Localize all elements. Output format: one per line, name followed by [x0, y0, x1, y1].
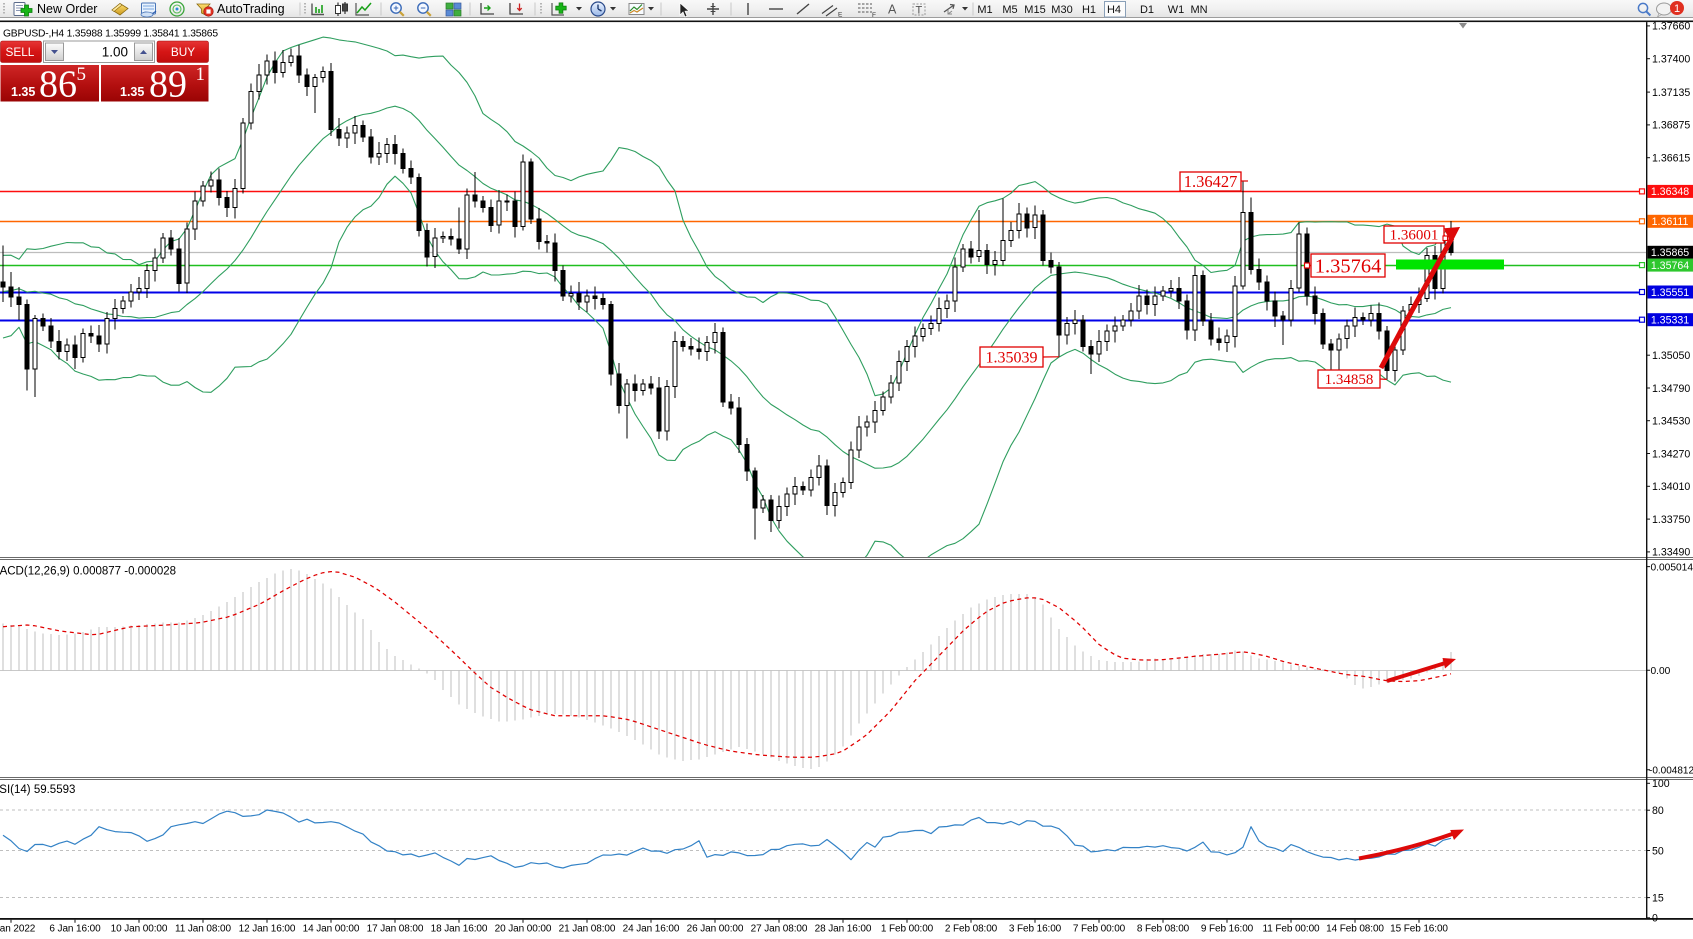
- svg-text:5: 5: [77, 64, 87, 85]
- svg-text:1.34270: 1.34270: [1652, 448, 1690, 460]
- svg-text:1.36875: 1.36875: [1652, 120, 1690, 132]
- svg-text:1.36615: 1.36615: [1652, 153, 1690, 165]
- svg-text:10 Jan 00:00: 10 Jan 00:00: [111, 924, 168, 935]
- svg-text:T: T: [916, 5, 923, 17]
- svg-text:1.36111: 1.36111: [1652, 216, 1689, 228]
- svg-text:1.35039: 1.35039: [986, 349, 1038, 366]
- svg-text:15 Feb 16:00: 15 Feb 16:00: [1390, 924, 1448, 935]
- svg-text:20 Jan 00:00: 20 Jan 00:00: [495, 924, 552, 935]
- svg-text:MN: MN: [1190, 4, 1207, 16]
- svg-text:17 Jan 08:00: 17 Jan 08:00: [367, 924, 424, 935]
- svg-text:27 Jan 08:00: 27 Jan 08:00: [751, 924, 808, 935]
- svg-text:1.37135: 1.37135: [1652, 87, 1690, 99]
- svg-text:14 Jan 00:00: 14 Jan 00:00: [303, 924, 360, 935]
- svg-text:0.005014: 0.005014: [1651, 562, 1693, 573]
- svg-text:1.33750: 1.33750: [1652, 514, 1690, 526]
- svg-text:1: 1: [1674, 3, 1680, 15]
- svg-text:26 Jan 00:00: 26 Jan 00:00: [687, 924, 744, 935]
- svg-text:28 Jan 16:00: 28 Jan 16:00: [815, 924, 872, 935]
- svg-text:11 Feb 00:00: 11 Feb 00:00: [1263, 924, 1321, 935]
- svg-text:1.34858: 1.34858: [1325, 372, 1374, 388]
- svg-text:1.36427: 1.36427: [1184, 172, 1238, 191]
- svg-text:89: 89: [149, 64, 187, 106]
- svg-text:1.00: 1.00: [102, 45, 128, 60]
- svg-text:BUY: BUY: [171, 45, 195, 59]
- svg-text:1.35764: 1.35764: [1315, 256, 1382, 278]
- svg-text:15: 15: [1652, 892, 1664, 904]
- svg-text:50: 50: [1652, 845, 1664, 857]
- svg-text:1.36001: 1.36001: [1390, 228, 1439, 244]
- svg-text:1.37400: 1.37400: [1652, 54, 1690, 66]
- svg-text:1.35764: 1.35764: [1651, 260, 1689, 272]
- svg-text:New Order: New Order: [37, 2, 97, 16]
- svg-text:1: 1: [196, 64, 206, 85]
- svg-text:1.36348: 1.36348: [1651, 186, 1689, 198]
- svg-text:1.33490: 1.33490: [1652, 547, 1690, 559]
- svg-text:1.34790: 1.34790: [1652, 383, 1690, 395]
- svg-text:1.35: 1.35: [11, 85, 35, 99]
- svg-text:2 Feb 08:00: 2 Feb 08:00: [945, 924, 998, 935]
- svg-text:M15: M15: [1024, 4, 1045, 16]
- svg-text:5 Jan 2022: 5 Jan 2022: [0, 924, 36, 935]
- svg-text:D1: D1: [1140, 4, 1154, 16]
- svg-text:A: A: [888, 3, 897, 17]
- svg-text:+: +: [393, 3, 398, 13]
- svg-text:1.35: 1.35: [120, 85, 144, 99]
- svg-text:1.35331: 1.35331: [1651, 315, 1689, 327]
- svg-text:H1: H1: [1082, 4, 1096, 16]
- svg-text:21 Jan 08:00: 21 Jan 08:00: [559, 924, 616, 935]
- svg-text:E: E: [838, 12, 843, 19]
- svg-text:11 Jan 08:00: 11 Jan 08:00: [175, 924, 231, 935]
- svg-text:80: 80: [1652, 805, 1664, 817]
- svg-text:1.35050: 1.35050: [1652, 350, 1690, 362]
- svg-text:GBPUSD-,H4 1.35988 1.35999 1.: GBPUSD-,H4 1.35988 1.35999 1.35841 1.358…: [3, 29, 218, 40]
- svg-text:1.35551: 1.35551: [1651, 287, 1689, 299]
- svg-text:12 Jan 16:00: 12 Jan 16:00: [239, 924, 296, 935]
- svg-text:3 Feb 16:00: 3 Feb 16:00: [1009, 924, 1062, 935]
- svg-text:6 Jan 16:00: 6 Jan 16:00: [49, 924, 101, 935]
- svg-text:1.37660: 1.37660: [1652, 21, 1690, 33]
- svg-text:-0.004812: -0.004812: [1649, 766, 1693, 777]
- svg-text:M5: M5: [1002, 4, 1017, 16]
- svg-text:M30: M30: [1051, 4, 1072, 16]
- svg-text:18 Jan 16:00: 18 Jan 16:00: [431, 924, 488, 935]
- svg-text:24 Jan 16:00: 24 Jan 16:00: [623, 924, 680, 935]
- svg-text:86: 86: [39, 64, 77, 106]
- svg-text:1.34530: 1.34530: [1652, 416, 1690, 428]
- svg-text:AutoTrading: AutoTrading: [217, 2, 285, 16]
- svg-text:W1: W1: [1168, 4, 1185, 16]
- svg-text:0: 0: [1652, 913, 1658, 925]
- svg-text:RSI(14) 59.5593: RSI(14) 59.5593: [0, 784, 75, 796]
- svg-text:1.34010: 1.34010: [1652, 481, 1690, 493]
- svg-text:1 Feb 00:00: 1 Feb 00:00: [881, 924, 934, 935]
- svg-text:F: F: [872, 12, 876, 19]
- svg-text:8 Feb 08:00: 8 Feb 08:00: [1137, 924, 1190, 935]
- svg-text:SELL: SELL: [6, 45, 35, 59]
- svg-text:MACD(12,26,9) 0.000877 -0.0000: MACD(12,26,9) 0.000877 -0.000028: [0, 566, 176, 578]
- svg-text:14 Feb 08:00: 14 Feb 08:00: [1326, 924, 1384, 935]
- svg-text:M1: M1: [977, 4, 992, 16]
- svg-text:−: −: [420, 3, 425, 13]
- svg-text:H4: H4: [1107, 4, 1121, 16]
- svg-text:1.35865: 1.35865: [1651, 247, 1689, 259]
- svg-text:0.00: 0.00: [1651, 666, 1671, 677]
- svg-text:7 Feb 00:00: 7 Feb 00:00: [1073, 924, 1126, 935]
- svg-text:9 Feb 16:00: 9 Feb 16:00: [1201, 924, 1254, 935]
- svg-text:100: 100: [1652, 778, 1670, 790]
